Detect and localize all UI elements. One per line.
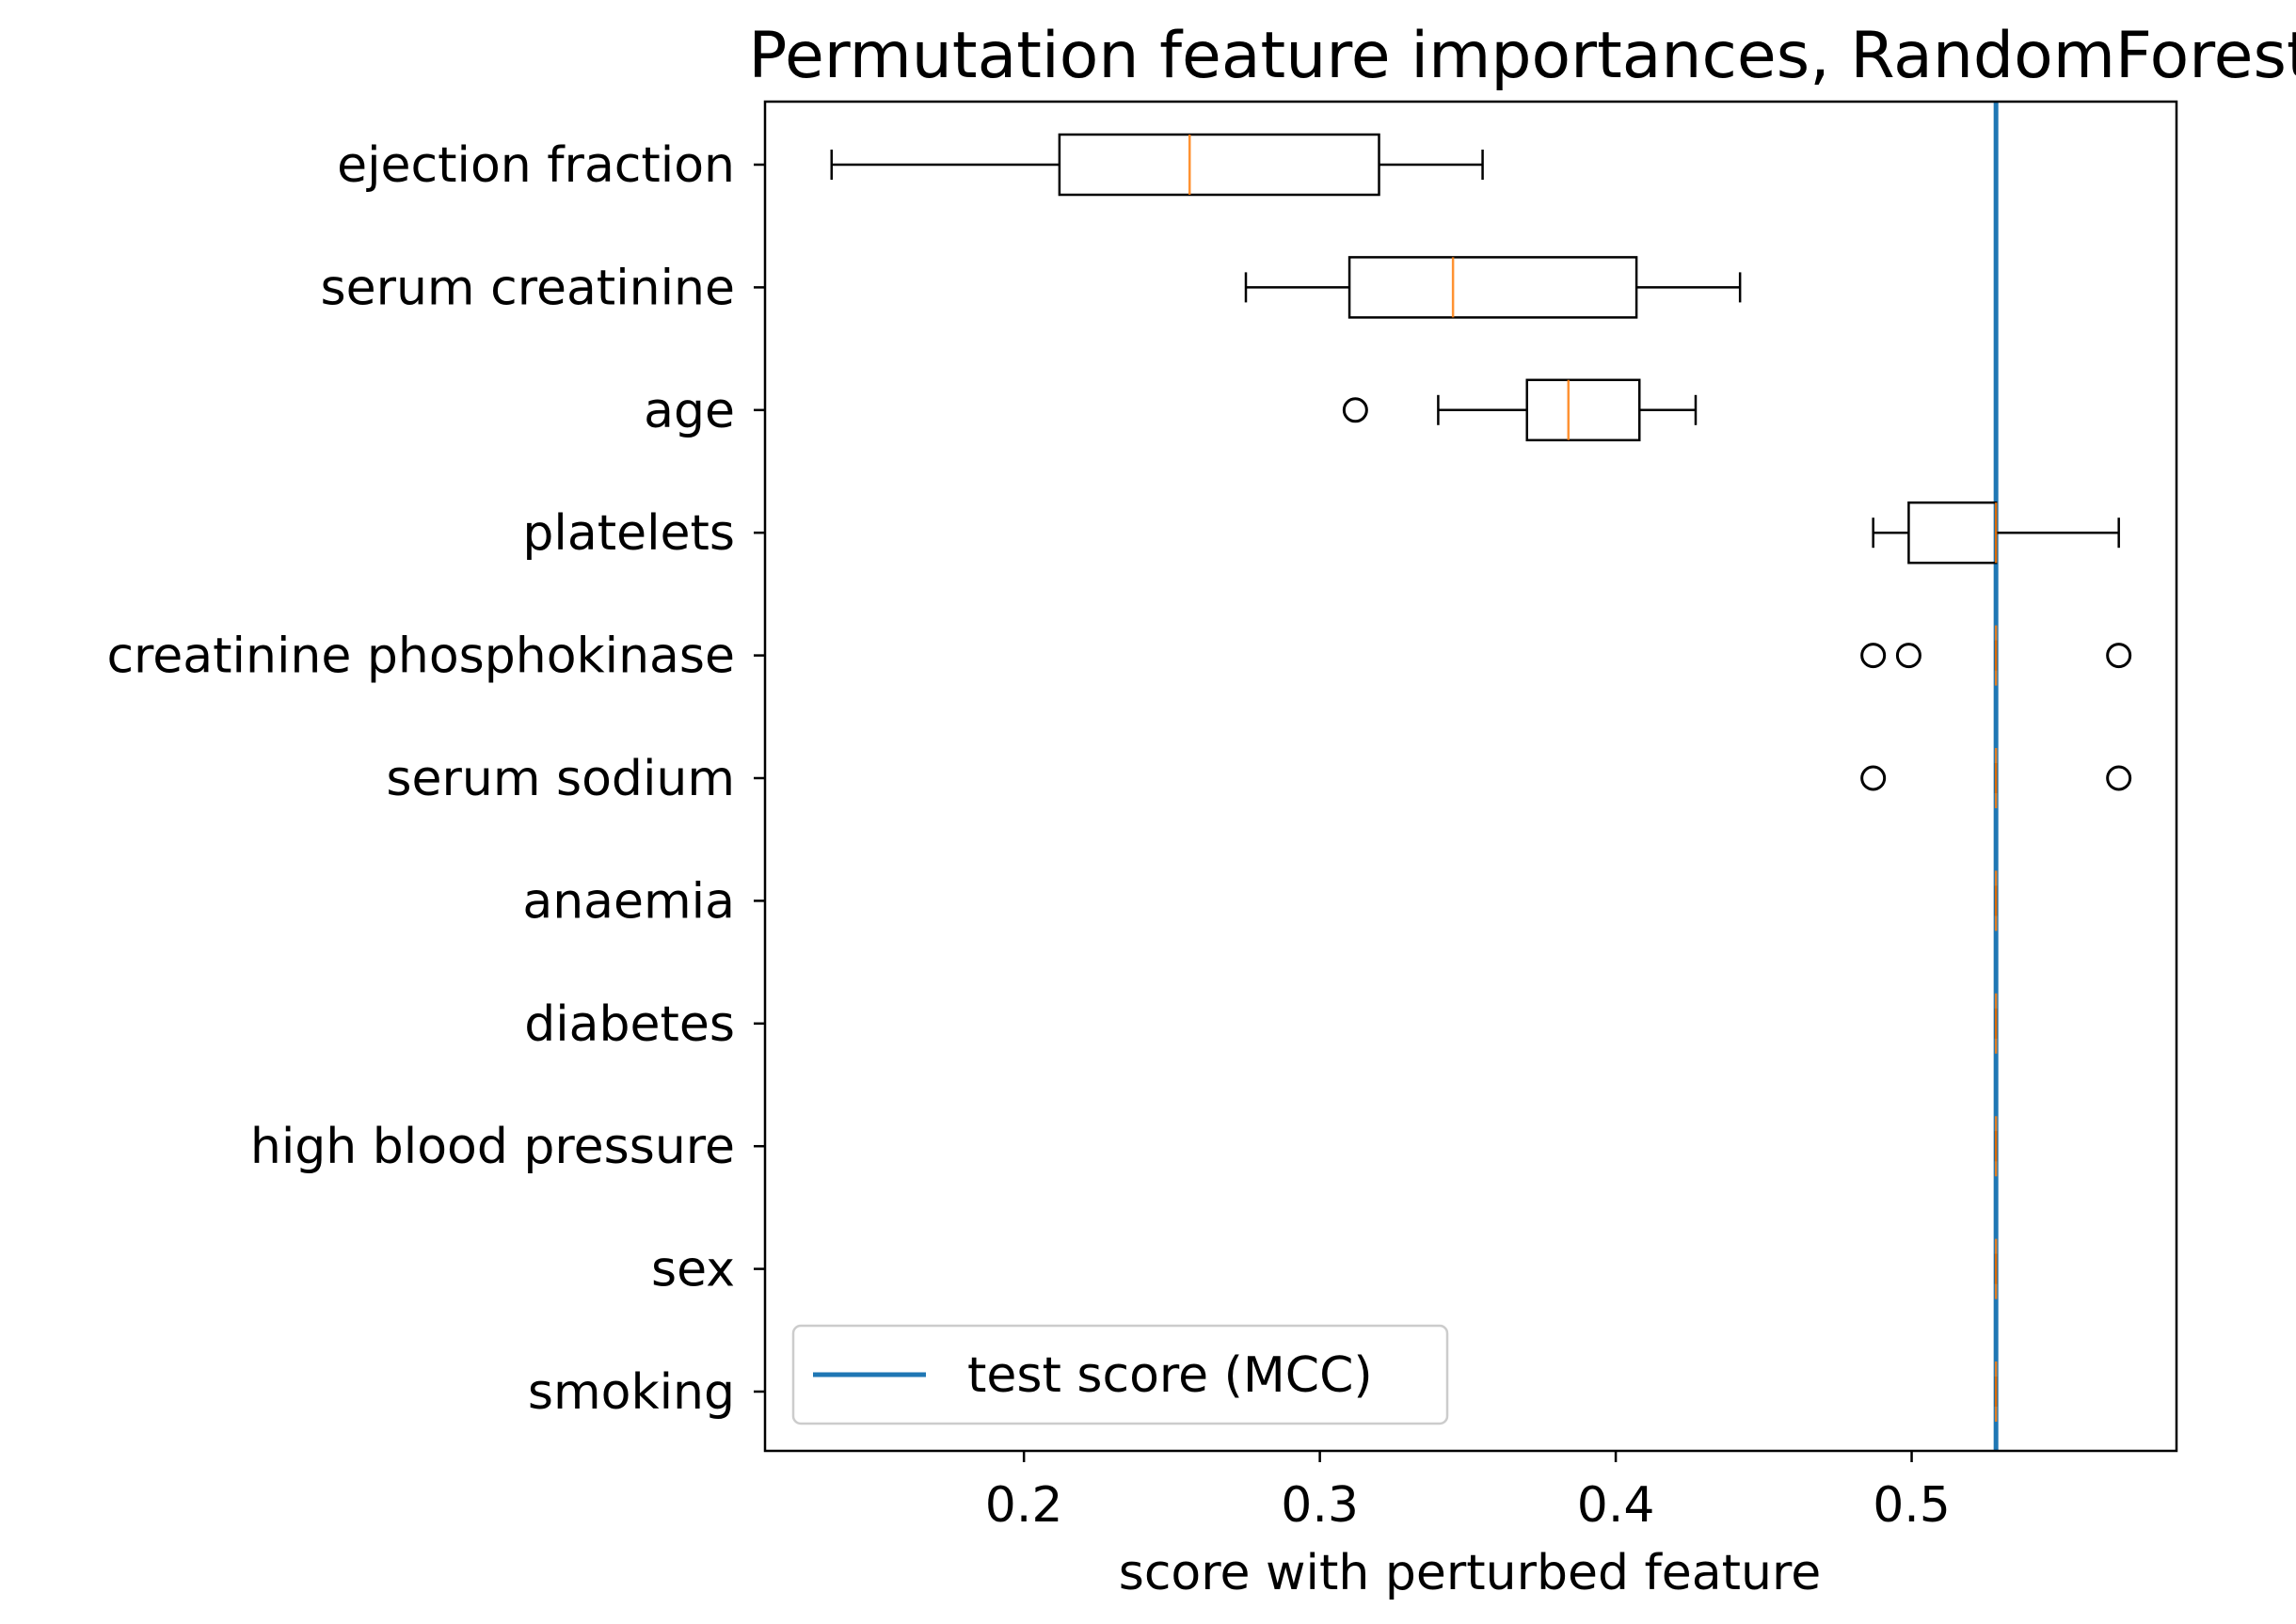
axes-frame <box>763 100 2178 1453</box>
x-tick-label: 0.4 <box>1577 1477 1655 1534</box>
y-tick-label: diabetes <box>524 996 735 1053</box>
box-iqr <box>1058 133 1380 197</box>
box-creatinine-phosphokinase <box>1860 625 2132 686</box>
box-serum-creatinine <box>1244 256 1742 319</box>
x-axis-label: score with perturbed feature <box>1119 1545 1821 1601</box>
plot-area <box>830 102 2132 1451</box>
y-tick-label: age <box>644 383 735 439</box>
box-platelets <box>1872 501 2120 565</box>
y-tick-label: creatinine phosphokinase <box>106 629 735 685</box>
y-tick-label: serum sodium <box>386 751 735 807</box>
outlier-point <box>1860 643 1887 669</box>
y-tick-label: high blood pressure <box>250 1119 735 1175</box>
x-tick-label: 0.5 <box>1873 1477 1951 1534</box>
y-tick-label: anaemia <box>522 873 735 930</box>
legend-label: test score (MCC) <box>967 1347 1373 1404</box>
box-ejection-fraction <box>830 133 1484 197</box>
y-tick-label: serum creatinine <box>321 260 735 316</box>
y-tick-label: smoking <box>528 1364 735 1421</box>
outlier-point <box>2106 765 2132 791</box>
y-axis: ejection fraction serum creatinine age plat… <box>106 137 765 1421</box>
legend: test score (MCC) <box>791 1324 1449 1425</box>
y-tick-label: ejection fraction <box>337 137 735 194</box>
chart-title: Permutation feature importances, RandomF… <box>748 19 2296 93</box>
x-tick-label: 0.2 <box>985 1477 1063 1534</box>
outlier-point <box>1895 643 1921 669</box>
box-iqr <box>1347 256 1638 319</box>
box-iqr <box>1525 378 1641 442</box>
outlier-point <box>1860 765 1887 791</box>
outlier-point <box>1342 397 1368 423</box>
x-axis: 0.2 0.3 0.4 0.5 <box>985 1451 1951 1534</box>
outlier-point <box>2106 643 2132 669</box>
y-tick-label: platelets <box>522 505 735 562</box>
box-serum-sodium <box>1860 748 2132 808</box>
box-age <box>1342 378 1698 442</box>
legend-frame <box>791 1324 1449 1425</box>
y-tick-label: sex <box>651 1242 735 1298</box>
x-tick-label: 0.3 <box>1281 1477 1359 1534</box>
